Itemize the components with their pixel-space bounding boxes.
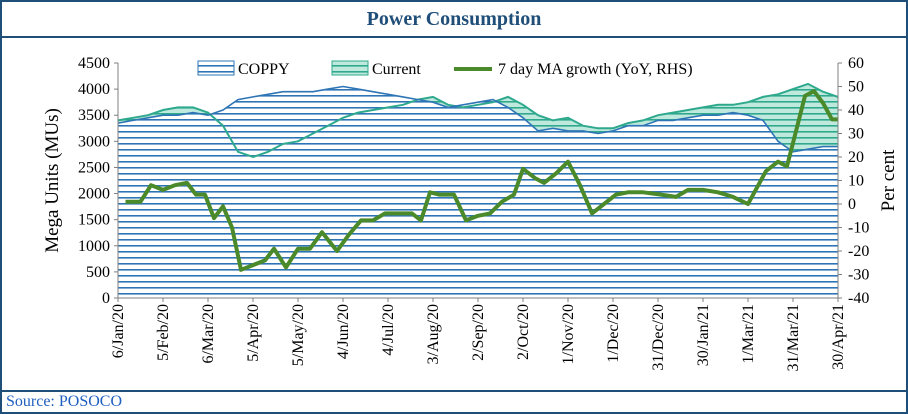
x-tick-label: 2/Oct/20 — [515, 304, 532, 360]
y-right-tick-label: 10 — [848, 173, 864, 190]
x-tick-label: 31/Dec/20 — [650, 304, 667, 371]
y-right-tick-label: 20 — [848, 149, 864, 166]
title-bar: Power Consumption — [2, 2, 906, 38]
y-left-axis-title: Mega Units (MUs) — [42, 108, 63, 253]
coppy-area — [118, 86, 838, 298]
y-right-axis-title: Per cent — [878, 149, 899, 211]
y-left-tick-label: 0 — [102, 290, 110, 307]
x-tick-label: 4/Jul/20 — [380, 304, 397, 356]
y-left-tick-label: 1500 — [78, 212, 110, 229]
coppy-outline — [117, 85, 838, 153]
x-tick-label: 5/Feb/20 — [155, 304, 172, 361]
x-tick-label: 5/Apr/20 — [245, 304, 262, 362]
legend-coppy-swatch — [197, 60, 235, 76]
x-tick-label: 30/Apr/21 — [830, 304, 847, 370]
y-left-tick-label: 2000 — [78, 186, 110, 203]
legend-current-swatch — [331, 60, 369, 76]
y-right-tick-label: 40 — [848, 102, 864, 119]
y-right-tick-label: -40 — [848, 290, 869, 307]
y-left-tick-label: 1000 — [78, 238, 110, 255]
y-right-tick-label: 0 — [848, 196, 856, 213]
x-tick-label: 4/Jun/20 — [335, 304, 352, 359]
y-left-tick-label: 4500 — [78, 55, 110, 72]
legend-ma-label: 7 day MA growth (YoY, RHS) — [498, 61, 693, 78]
y-left-tick-label: 2500 — [78, 159, 110, 176]
legend-current-label: Current — [372, 61, 421, 78]
x-tick-label: 31/Mar/21 — [785, 304, 802, 372]
y-left-tick-label: 3500 — [78, 107, 110, 124]
x-tick-label: 1/Dec/20 — [605, 304, 622, 363]
x-tick-label: 1/Nov/20 — [560, 304, 577, 364]
chart-title: Power Consumption — [366, 7, 542, 30]
x-tick-label: 2/Sep/20 — [470, 304, 487, 361]
y-left-tick-label: 500 — [86, 264, 110, 281]
y-right-tick-label: 60 — [848, 55, 864, 72]
y-left-tick-label: 4000 — [78, 81, 110, 98]
x-tick-label: 6/Mar/20 — [200, 304, 217, 364]
y-right-tick-label: 30 — [848, 126, 864, 143]
y-left-tick-label: 3000 — [78, 133, 110, 150]
x-tick-label: 30/Jan/21 — [695, 304, 712, 366]
legend-coppy-label: COPPY — [238, 61, 290, 78]
y-right-tick-label: -10 — [848, 220, 869, 237]
x-tick-label: 6/Jan/20 — [110, 304, 127, 358]
plot-box: 0 500 1000 1500 2000 2500 3000 3500 4000 4500 -40-… — [2, 38, 906, 392]
power-consumption-chart: 050010001500200025003000350040004500-40-… — [42, 55, 899, 372]
x-tick-label: 3/Aug/20 — [425, 304, 442, 364]
y-right-tick-label: -30 — [848, 267, 869, 284]
source-note: Source: POSOCO — [6, 393, 123, 410]
y-right-tick-label: 50 — [848, 79, 864, 96]
x-tick-label: 1/Mar/21 — [740, 304, 757, 364]
y-right-tick-label: -20 — [848, 243, 869, 260]
ma-growth-line — [125, 89, 838, 272]
current-outline — [117, 82, 839, 159]
x-tick-label: 5/May/20 — [290, 304, 307, 366]
